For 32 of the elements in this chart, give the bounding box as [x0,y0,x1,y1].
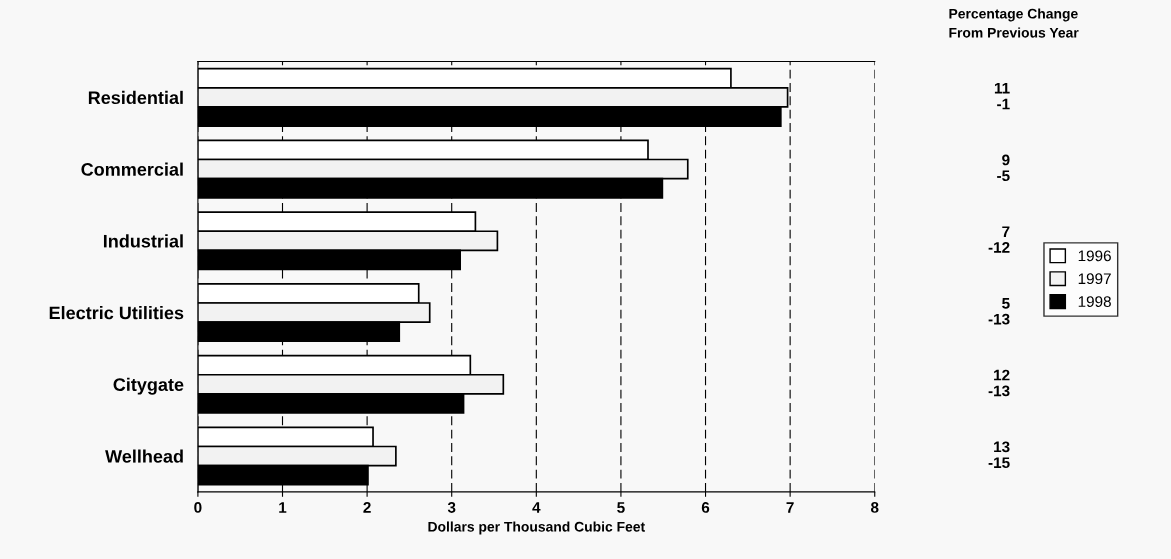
x-tick-label: 3 [447,502,456,513]
x-tick-label: 2 [363,502,371,513]
text: 11 [994,82,1010,94]
y-tick-label: Commercial [81,162,183,176]
x-tick-label: 6 [701,502,710,513]
x-tick-label: 5 [617,502,625,513]
text: 9 [1002,154,1010,166]
text: -5 [997,170,1010,182]
x-tick-label: 8 [870,502,879,513]
text: -13 [988,313,1010,325]
text: 13 [994,441,1010,453]
x-tick-label: 7 [786,502,794,513]
text: -12 [988,242,1010,253]
x-tick-label: 0 [194,502,202,513]
y-tick-label: Electric Utilities [49,306,184,320]
text: Percentage Change From Previous Year [949,8,1079,38]
text: 5 [1002,298,1010,309]
text: 7 [1002,226,1010,237]
y-tick-label: Industrial [103,234,183,248]
x-axis-title: Dollars per Thousand Cubic Feet [428,521,645,535]
text: -13 [988,385,1010,397]
x-tick-label: 1 [279,502,287,513]
y-tick-label: Citygate [113,377,184,395]
legend-label: 1996 [1078,250,1111,262]
x-tick-label: 4 [532,502,541,513]
y-tick-label: Wellhead [105,449,183,463]
text: -15 [988,457,1010,469]
legend-label: 1997 [1078,273,1111,285]
y-tick-label: Residential [88,90,183,105]
legend-label: 1998 [1078,296,1111,307]
text: -1 [997,98,1010,110]
text: 12 [994,369,1010,381]
